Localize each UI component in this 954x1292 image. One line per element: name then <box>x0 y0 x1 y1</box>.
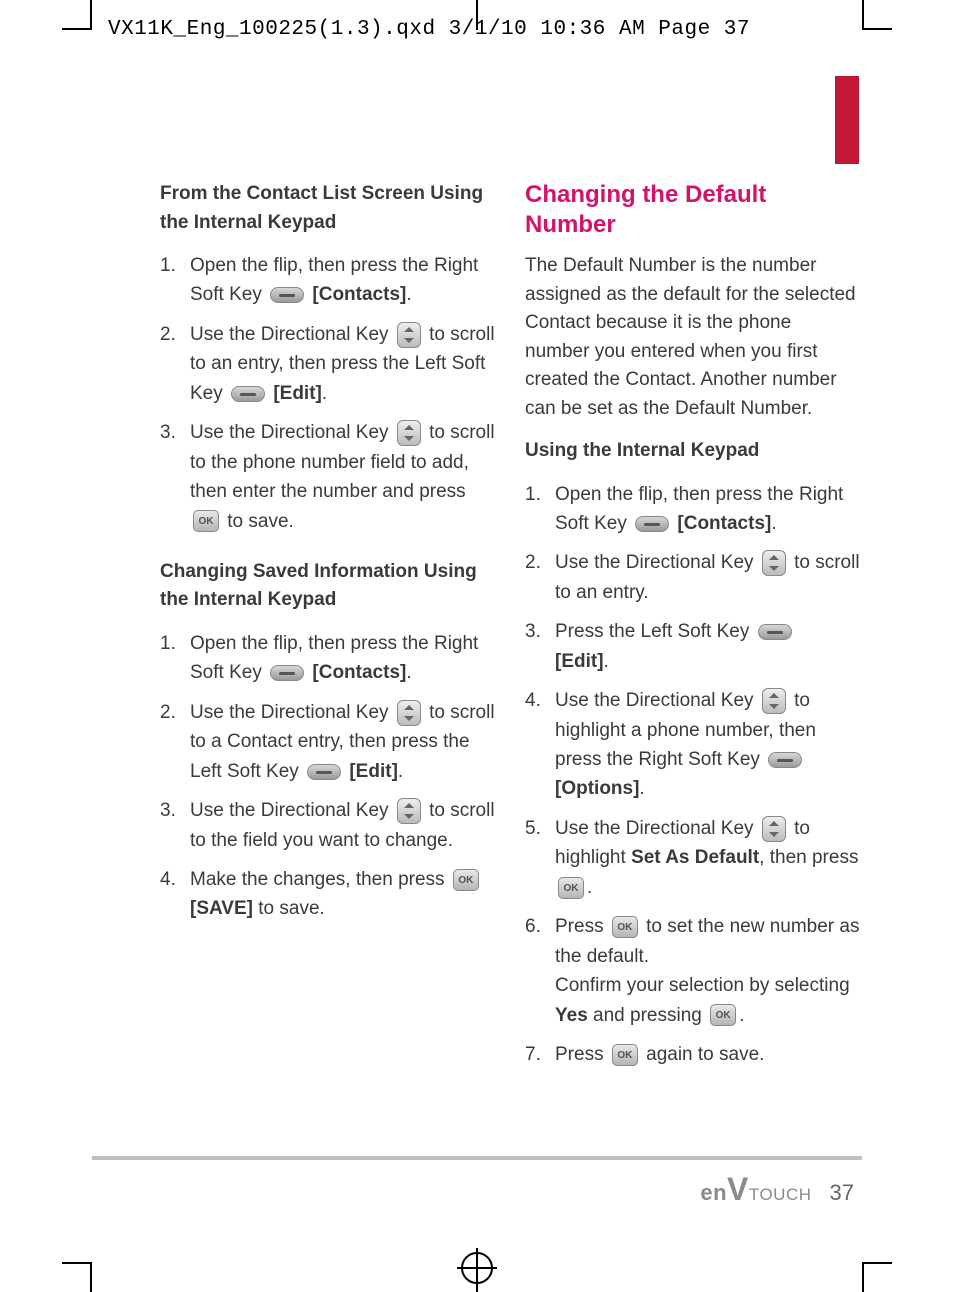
list-item: Press the Left Soft Key [Edit]. <box>525 617 860 676</box>
directional-key-icon <box>397 700 421 726</box>
ok-key-icon: OK <box>612 1044 638 1066</box>
steps-list: Open the flip, then press the Right Soft… <box>160 251 495 536</box>
registration-mark <box>461 1252 493 1284</box>
directional-key-icon <box>762 688 786 714</box>
list-item: Make the changes, then press OK [SAVE] t… <box>160 865 495 924</box>
list-item: Open the flip, then press the Right Soft… <box>525 480 860 539</box>
footer-rule <box>92 1156 862 1160</box>
softkey-icon <box>758 624 792 640</box>
list-item: Use the Directional Key to scroll to an … <box>160 320 495 408</box>
ok-key-icon: OK <box>453 869 479 891</box>
intro-paragraph: The Default Number is the number assigne… <box>525 252 860 423</box>
softkey-icon <box>635 516 669 532</box>
list-item: Use the Directional Key to highlight Set… <box>525 814 860 902</box>
page-content: From the Contact List Screen Using the I… <box>160 180 860 1091</box>
list-item: Open the flip, then press the Right Soft… <box>160 251 495 310</box>
ok-key-icon: OK <box>612 916 638 938</box>
section-heading: Using the Internal Keypad <box>525 437 860 466</box>
softkey-icon <box>231 386 265 402</box>
directional-key-icon <box>397 798 421 824</box>
softkey-icon <box>307 764 341 780</box>
directional-key-icon <box>762 550 786 576</box>
footer: enVTOUCH 37 <box>700 1171 854 1208</box>
directional-key-icon <box>397 322 421 348</box>
list-item: Press OK to set the new number as the de… <box>525 912 860 1030</box>
list-item: Use the Directional Key to scroll to the… <box>160 418 495 536</box>
softkey-icon <box>270 287 304 303</box>
softkey-icon <box>768 752 802 768</box>
section-tab <box>835 76 859 164</box>
directional-key-icon <box>762 816 786 842</box>
prepress-header: VX11K_Eng_100225(1.3).qxd 3/1/10 10:36 A… <box>108 18 750 41</box>
crop-mark <box>62 1262 92 1292</box>
ok-key-icon: OK <box>558 877 584 899</box>
directional-key-icon <box>397 420 421 446</box>
list-item: Use the Directional Key to scroll to the… <box>160 796 495 855</box>
section-heading: Changing Saved Information Using the Int… <box>160 558 495 615</box>
softkey-icon <box>270 665 304 681</box>
page-number: 37 <box>830 1180 854 1206</box>
crop-mark <box>862 0 892 30</box>
section-heading: From the Contact List Screen Using the I… <box>160 180 495 237</box>
ok-key-icon: OK <box>710 1004 736 1026</box>
list-item: Use the Directional Key to scroll to a C… <box>160 698 495 786</box>
crop-mark <box>62 0 92 30</box>
list-item: Use the Directional Key to scroll to an … <box>525 548 860 607</box>
ok-key-icon: OK <box>193 510 219 532</box>
chapter-heading: Changing the Default Number <box>525 180 860 240</box>
crop-mark <box>862 1262 892 1292</box>
left-column: From the Contact List Screen Using the I… <box>160 180 495 1091</box>
list-item: Open the flip, then press the Right Soft… <box>160 629 495 688</box>
right-column: Changing the Default Number The Default … <box>525 180 860 1091</box>
list-item: Use the Directional Key to highlight a p… <box>525 686 860 804</box>
steps-list: Open the flip, then press the Right Soft… <box>160 629 495 924</box>
list-item: Press OK again to save. <box>525 1040 860 1069</box>
brand-logo: enVTOUCH <box>700 1171 811 1208</box>
steps-list: Open the flip, then press the Right Soft… <box>525 480 860 1070</box>
